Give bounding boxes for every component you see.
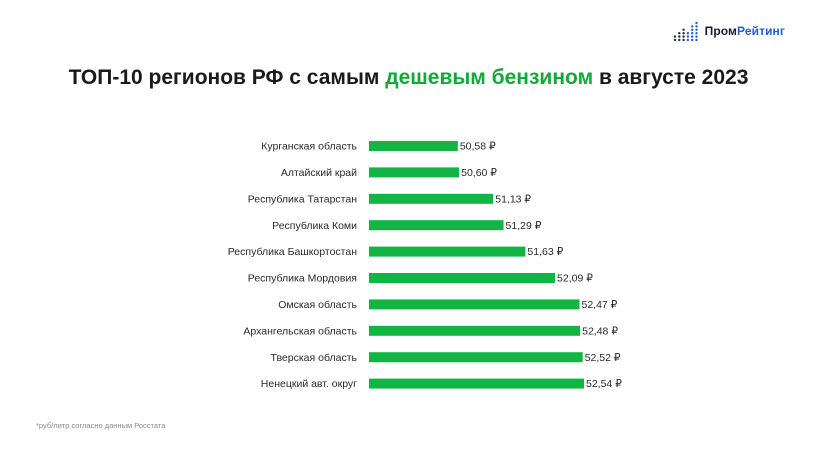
logo-dot: [686, 38, 689, 42]
title-part-before: ТОП-10 регионов РФ с самым: [68, 66, 386, 89]
logo-dot: [694, 28, 698, 31]
logo-dot: [690, 28, 694, 31]
logo-dot: [686, 32, 689, 35]
logo-dot: [694, 35, 698, 38]
category-label: Республика Башкортостан: [228, 246, 357, 258]
category-label: Омская область: [278, 299, 357, 311]
chart-title: ТОП-10 регионов РФ с самым дешевым бензи…: [0, 66, 817, 90]
bar: [369, 299, 580, 310]
logo-dot: [682, 28, 685, 31]
logo-dot: [686, 35, 689, 38]
bar: [369, 141, 458, 151]
category-label: Алтайский край: [281, 167, 357, 179]
value-label: 52,48 ₽: [582, 325, 618, 337]
category-label: Курганская область: [261, 141, 357, 153]
logo-dot: [690, 35, 694, 38]
bar: [369, 273, 556, 283]
logo-dot: [694, 25, 698, 28]
bar: [369, 220, 504, 231]
category-label: Тверская область: [271, 352, 358, 364]
value-label: 51,13 ₽: [495, 193, 531, 205]
brand-logo: ПромРейтинг: [673, 20, 785, 42]
title-part-after: в августе 2023: [593, 66, 749, 89]
logo-dot: [690, 32, 694, 35]
category-label: Республика Татарстан: [248, 193, 358, 205]
value-label: 51,63 ₽: [527, 246, 563, 258]
logo-dot: [677, 35, 681, 38]
brand-name-part2: Рейтинг: [737, 24, 785, 38]
logo-dot: [677, 32, 681, 35]
value-label: 50,60 ₽: [461, 167, 497, 179]
footnote: *руб/литр согласно данным Росстата: [36, 421, 166, 430]
bar: [369, 246, 526, 257]
category-label: Республика Мордовия: [248, 273, 357, 285]
value-label: 52,09 ₽: [557, 273, 593, 285]
category-label: Республика Коми: [272, 220, 357, 232]
bar: [369, 325, 581, 336]
value-label: 50,58 ₽: [460, 141, 496, 153]
value-label: 52,47 ₽: [581, 299, 617, 311]
bar: [369, 352, 583, 363]
category-label: Ненецкий авт. округ: [261, 378, 357, 390]
bar: [369, 167, 460, 178]
bar: [369, 378, 584, 389]
logo-dot: [677, 38, 681, 42]
logo-dot: [673, 35, 676, 38]
title-highlight: дешевым бензином: [385, 66, 594, 89]
logo-dot: [682, 35, 685, 38]
logo-dot: [694, 32, 698, 35]
value-label: 52,54 ₽: [586, 378, 622, 390]
category-label: Архангельская область: [243, 325, 357, 337]
logo-dot: [682, 32, 685, 35]
brand-name: ПромРейтинг: [705, 24, 785, 38]
brand-name-part1: Пром: [704, 24, 738, 38]
dot-bars-icon: [673, 21, 698, 42]
value-label: 52,52 ₽: [585, 352, 621, 364]
bar: [369, 193, 494, 204]
logo-dot: [690, 38, 694, 42]
logo-dot: [690, 25, 694, 28]
logo-dot: [694, 38, 698, 42]
value-label: 51,29 ₽: [506, 220, 542, 232]
logo-dot: [682, 38, 685, 42]
logo-dot: [694, 21, 698, 25]
logo-dot: [673, 38, 676, 42]
